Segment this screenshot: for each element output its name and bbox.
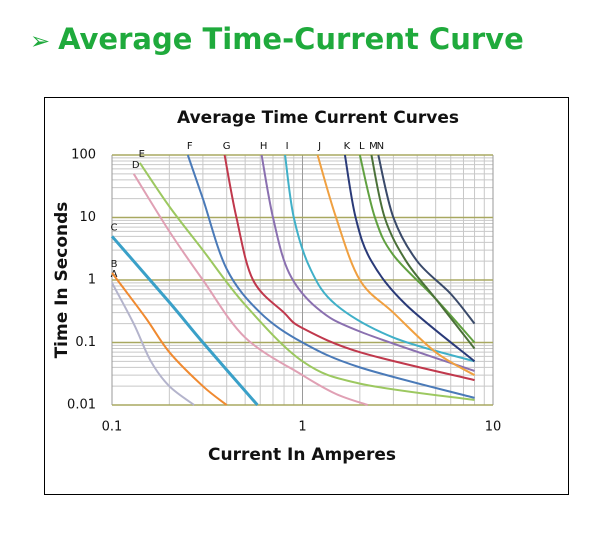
x-tick-label: 1: [298, 420, 306, 435]
y-tick-label: 10: [79, 210, 96, 225]
heading: ➢ Average Time-Current Curve: [30, 22, 524, 56]
curve-label: E: [139, 149, 145, 160]
x-tick-label: 10: [485, 420, 502, 435]
curve-label: K: [344, 141, 351, 152]
y-tick-label: 100: [71, 148, 96, 163]
x-axis-label: Current In Amperes: [208, 445, 396, 465]
heading-text: Average Time-Current Curve: [58, 22, 524, 56]
curve-label: D: [132, 160, 140, 171]
curve-label: H: [260, 141, 268, 152]
curve: [358, 154, 476, 344]
curve: [186, 154, 475, 399]
curve: [110, 235, 259, 406]
x-tick-label: 0.1: [102, 420, 123, 435]
curve: [316, 154, 476, 377]
curve-label: J: [317, 141, 321, 152]
curve-label: B: [111, 259, 118, 270]
curve-label: L: [359, 141, 365, 152]
y-tick-label: 0.1: [75, 335, 96, 350]
curve-label: G: [223, 141, 231, 152]
curve: [377, 154, 476, 325]
curve-label: C: [111, 222, 118, 233]
y-tick-label: 0.01: [67, 398, 96, 413]
curve: [284, 154, 475, 363]
y-tick-label: 1: [88, 273, 96, 288]
chart-frame: [44, 97, 569, 495]
curve: [343, 154, 476, 363]
curve: [370, 154, 476, 350]
chart-title: Average Time Current Curves: [177, 108, 459, 128]
bullet-icon: ➢: [30, 27, 51, 55]
curve: [132, 173, 369, 406]
curve: [139, 162, 475, 402]
curve-label: N: [377, 141, 384, 152]
y-axis-label: Time In Seconds: [52, 202, 72, 359]
curve: [223, 154, 475, 382]
curve: [260, 154, 475, 372]
curve: [111, 272, 228, 406]
curve-label: M: [369, 141, 378, 152]
curve: [111, 282, 195, 406]
curve-label: I: [286, 141, 289, 152]
curve-label: F: [187, 141, 193, 152]
